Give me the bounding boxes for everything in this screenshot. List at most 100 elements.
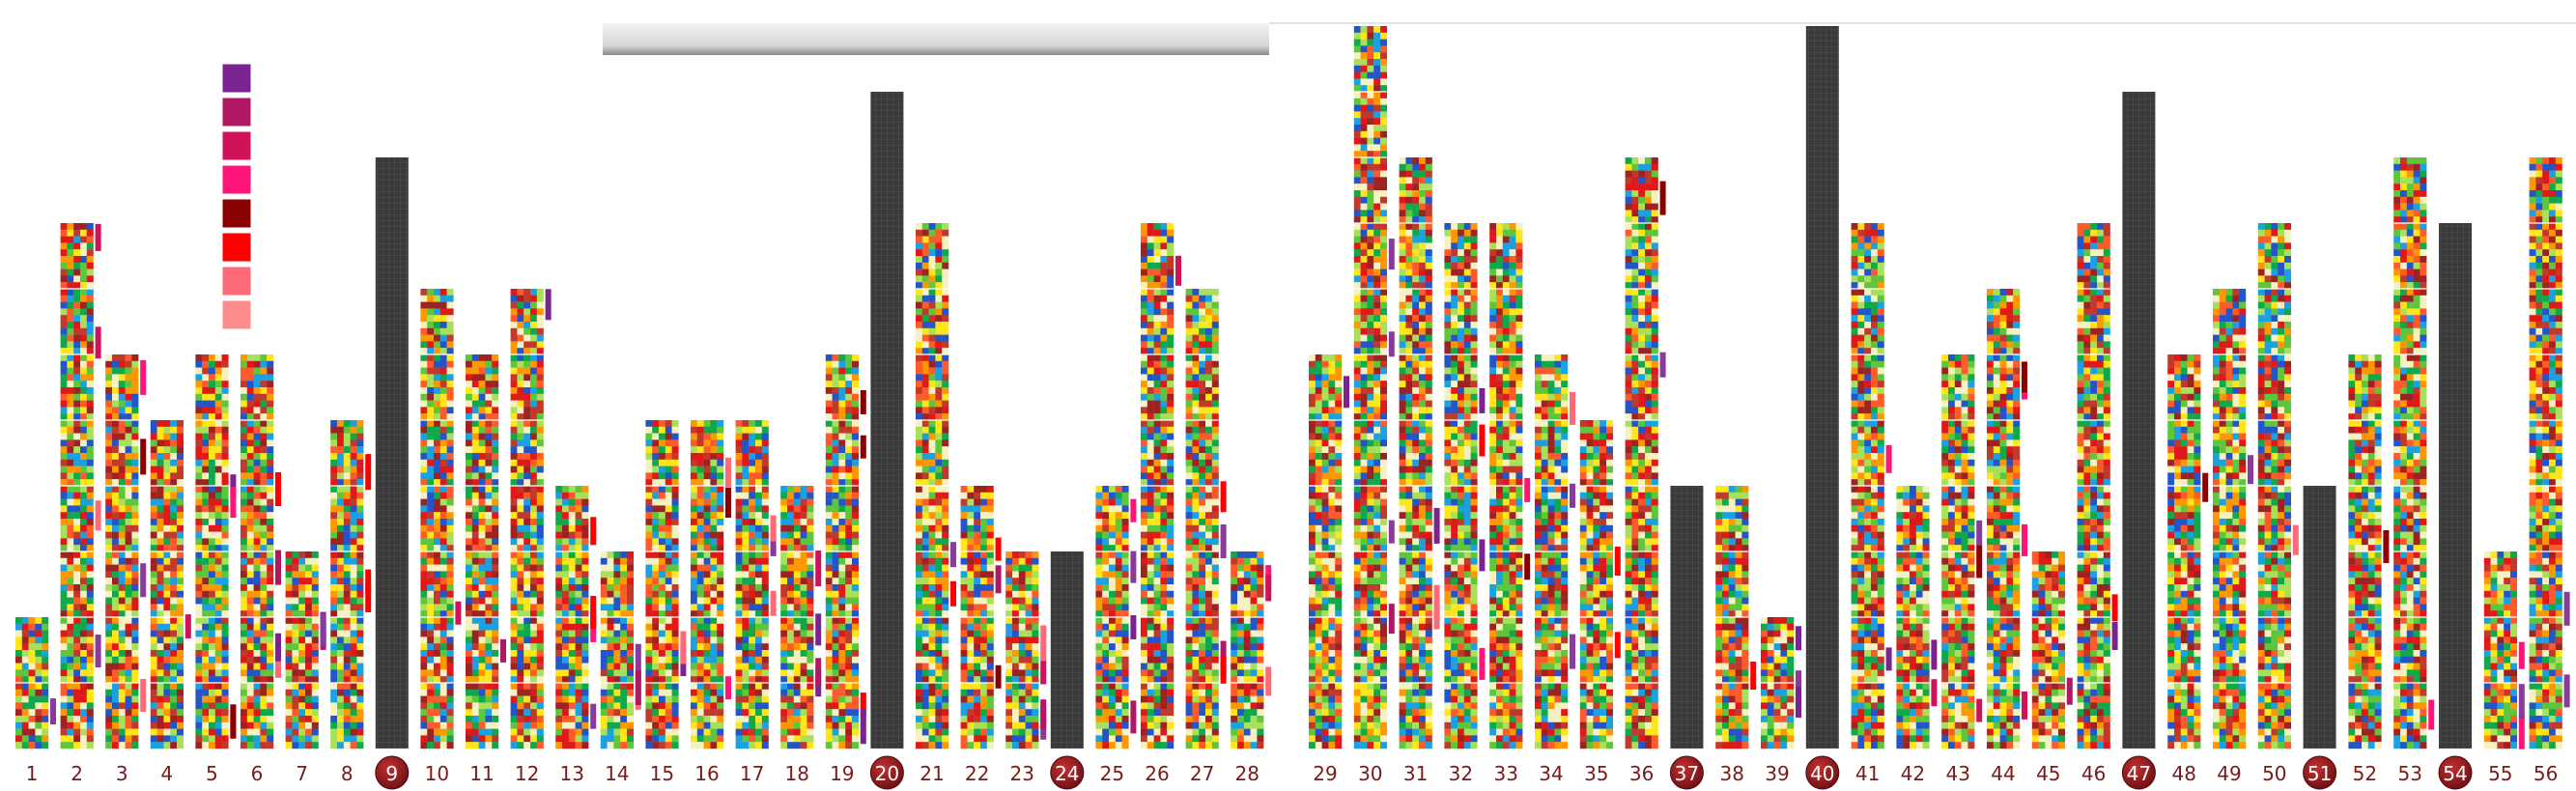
bar-43 bbox=[1941, 354, 1983, 749]
x-tick-label: 51 bbox=[2307, 762, 2332, 785]
x-tick-label: 18 bbox=[784, 762, 808, 785]
bar-54 bbox=[2439, 223, 2472, 749]
bar-18 bbox=[780, 486, 822, 749]
bar-16 bbox=[691, 420, 731, 749]
bar-40 bbox=[1805, 26, 1839, 749]
x-tick-label: 22 bbox=[965, 762, 989, 785]
x-tick-label: 49 bbox=[2217, 762, 2241, 785]
x-tick-label: 5 bbox=[206, 762, 218, 785]
x-tick-label: 7 bbox=[296, 762, 308, 785]
x-tick-label: 44 bbox=[1991, 762, 2015, 785]
x-tick-label: 1 bbox=[26, 762, 39, 785]
bar-8 bbox=[330, 420, 372, 749]
label-medal-37 bbox=[1669, 755, 1704, 790]
x-tick-label: 29 bbox=[1313, 762, 1337, 785]
bar-34 bbox=[1535, 354, 1575, 749]
x-tick-label: 16 bbox=[694, 762, 719, 785]
x-tick-label: 35 bbox=[1584, 762, 1608, 785]
label-medal-47 bbox=[2121, 755, 2156, 790]
x-tick-label: 14 bbox=[605, 762, 629, 785]
legend-swatch bbox=[221, 164, 252, 195]
bar-5 bbox=[195, 354, 237, 749]
bar-30 bbox=[1353, 26, 1395, 749]
bar-42 bbox=[1896, 486, 1938, 749]
x-tick-label: 26 bbox=[1145, 762, 1169, 785]
bar-9 bbox=[375, 157, 409, 749]
x-tick-label: 8 bbox=[341, 762, 354, 785]
x-tick-label: 42 bbox=[1901, 762, 1925, 785]
x-tick-label: 47 bbox=[2127, 762, 2151, 785]
bar-7 bbox=[285, 551, 326, 749]
x-tick-label: 32 bbox=[1449, 762, 1473, 785]
bar-23 bbox=[1005, 551, 1047, 749]
bar-41 bbox=[1851, 223, 1892, 749]
legend-swatch bbox=[221, 63, 252, 94]
x-tick-label: 55 bbox=[2488, 762, 2512, 785]
x-tick-label: 11 bbox=[469, 762, 494, 785]
bar-10 bbox=[420, 289, 462, 749]
bar-13 bbox=[555, 486, 597, 749]
label-medal-54 bbox=[2438, 755, 2473, 790]
x-tick-label: 56 bbox=[2534, 762, 2558, 785]
x-tick-label: 38 bbox=[1719, 762, 1743, 785]
x-tick-label: 52 bbox=[2353, 762, 2377, 785]
x-tick-label: 46 bbox=[2081, 762, 2106, 785]
bar-36 bbox=[1625, 157, 1666, 749]
x-tick-label: 24 bbox=[1055, 762, 1079, 785]
legend-swatch bbox=[221, 299, 252, 330]
bar-19 bbox=[825, 354, 866, 749]
x-tick-label: 30 bbox=[1358, 762, 1382, 785]
labels-layer: 1 2 3 4 5 6 7 8 9 10 11 12 13 14 15 16 17 18 19 20 21 22 23 24 2… bbox=[26, 755, 2558, 790]
bar-12 bbox=[510, 289, 552, 749]
x-tick-label: 25 bbox=[1100, 762, 1124, 785]
x-tick-label: 31 bbox=[1403, 762, 1428, 785]
x-tick-label: 10 bbox=[425, 762, 449, 785]
x-tick-label: 50 bbox=[2262, 762, 2286, 785]
bar-47 bbox=[2122, 92, 2156, 749]
x-tick-label: 48 bbox=[2171, 762, 2195, 785]
bar-11 bbox=[466, 354, 506, 749]
color-legend bbox=[221, 63, 252, 330]
bar-38 bbox=[1715, 486, 1757, 749]
bar-3 bbox=[105, 354, 147, 749]
legend-swatch bbox=[221, 198, 252, 229]
x-tick-label: 27 bbox=[1190, 762, 1214, 785]
x-tick-label: 39 bbox=[1765, 762, 1789, 785]
bar-48 bbox=[2167, 354, 2209, 749]
bar-14 bbox=[600, 551, 641, 749]
x-tick-label: 3 bbox=[116, 762, 128, 785]
x-tick-label: 2 bbox=[71, 762, 83, 785]
bar-27 bbox=[1185, 289, 1227, 749]
bar-28 bbox=[1231, 551, 1272, 749]
bar-55 bbox=[2483, 551, 2525, 749]
label-medal-40 bbox=[1805, 755, 1840, 790]
bar-51 bbox=[2303, 486, 2336, 749]
bar-49 bbox=[2213, 289, 2253, 749]
bar-33 bbox=[1489, 223, 1531, 749]
x-tick-label: 28 bbox=[1234, 762, 1259, 785]
x-tick-label: 23 bbox=[1009, 762, 1033, 785]
bar-45 bbox=[2031, 551, 2073, 749]
legend-swatch bbox=[221, 266, 252, 297]
bar-20 bbox=[870, 92, 904, 749]
bars-layer bbox=[15, 26, 2570, 749]
bar-35 bbox=[1579, 420, 1621, 749]
x-tick-label: 17 bbox=[740, 762, 764, 785]
x-tick-label: 40 bbox=[1810, 762, 1834, 785]
x-tick-label: 33 bbox=[1493, 762, 1517, 785]
x-tick-label: 54 bbox=[2443, 762, 2467, 785]
x-tick-label: 6 bbox=[251, 762, 264, 785]
bar-46 bbox=[2077, 223, 2118, 749]
bar-56 bbox=[2529, 157, 2570, 749]
bar-53 bbox=[2393, 157, 2435, 749]
label-medal-51 bbox=[2303, 755, 2337, 790]
x-tick-label: 34 bbox=[1539, 762, 1563, 785]
bar-15 bbox=[645, 420, 687, 749]
x-tick-label: 53 bbox=[2397, 762, 2421, 785]
bar-39 bbox=[1761, 617, 1801, 749]
bar-25 bbox=[1095, 486, 1137, 749]
x-tick-label: 21 bbox=[920, 762, 944, 785]
bar-24 bbox=[1050, 551, 1084, 749]
bar-21 bbox=[916, 223, 956, 749]
